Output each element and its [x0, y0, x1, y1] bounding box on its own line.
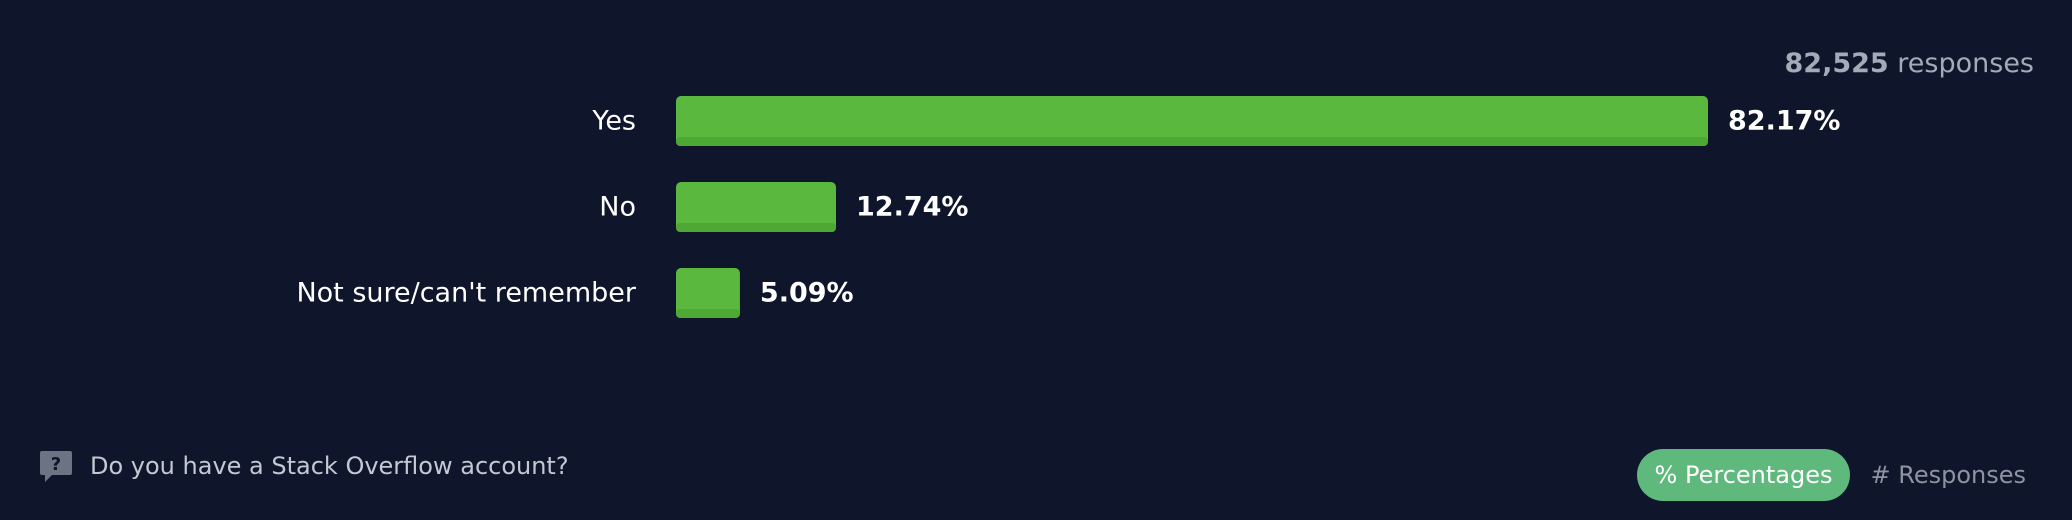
percentages-toggle-button[interactable]: % Percentages	[1636, 449, 1851, 501]
bar-shade-no	[676, 223, 837, 232]
bar-not-sure-can-t-remember[interactable]	[676, 268, 740, 318]
bar-shade-not-sure-can-t-remember	[676, 309, 740, 318]
category-label-yes: Yes	[591, 106, 636, 137]
category-label-no: No	[599, 192, 636, 223]
value-label-yes: 82.17%	[1728, 106, 1840, 137]
view-toggle: % Percentages # Responses	[1636, 449, 2030, 501]
svg-text:?: ?	[51, 454, 61, 475]
bar-no[interactable]	[676, 182, 837, 232]
bar-chart: Yes 82.17% No 12.74% Not sure/can't remember…	[296, 96, 1840, 318]
responses-number: 82,525	[1784, 48, 1889, 79]
responses-word: responses	[1897, 48, 2034, 79]
survey-question: ? Do you have a Stack Overflow account?	[38, 448, 569, 484]
category-label-not-sure-can-t-remember: Not sure/can't remember	[296, 278, 636, 309]
bar-yes[interactable]	[676, 96, 1708, 146]
bar-shade-yes	[676, 137, 1708, 146]
responses-toggle-button[interactable]: # Responses	[1866, 449, 2030, 501]
question-text: Do you have a Stack Overflow account?	[90, 452, 569, 480]
question-bubble-icon: ?	[38, 448, 74, 484]
value-label-no: 12.74%	[856, 192, 968, 223]
value-label-not-sure-can-t-remember: 5.09%	[760, 278, 854, 309]
responses-count: 82,525 responses	[1785, 48, 2035, 79]
